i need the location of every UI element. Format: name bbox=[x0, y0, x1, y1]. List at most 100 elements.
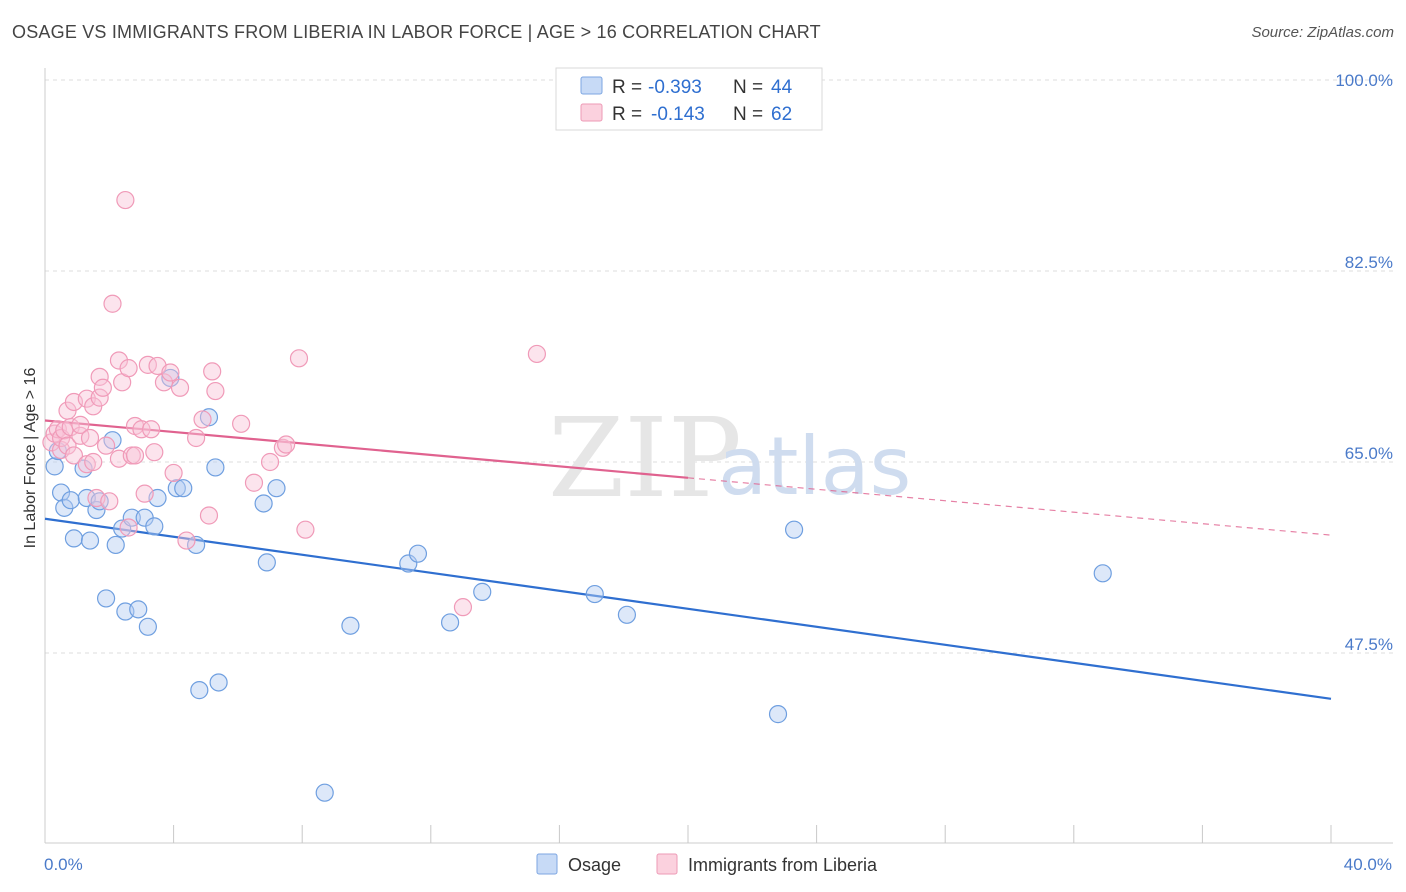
data-point-osage bbox=[51, 483, 71, 502]
data-point-osage bbox=[617, 605, 637, 624]
data-point-liberia bbox=[206, 381, 225, 401]
data-point-liberia bbox=[154, 373, 174, 392]
data-point-liberia bbox=[453, 598, 473, 617]
x-tick-label-min: 0.0% bbox=[44, 855, 83, 874]
data-point-liberia bbox=[199, 506, 219, 525]
legend-r-label-osage: R = bbox=[612, 77, 642, 98]
data-point-osage bbox=[190, 681, 209, 700]
trend-line-1 bbox=[44, 419, 689, 479]
watermark-zip: ZIP bbox=[548, 394, 742, 522]
data-point-osage bbox=[55, 498, 74, 517]
data-point-liberia bbox=[177, 531, 196, 550]
legend-n-value-liberia: 62 bbox=[771, 104, 792, 125]
data-point-osage bbox=[96, 589, 116, 608]
data-point-liberia bbox=[527, 344, 546, 364]
bottom-legend-label-osage: Osage bbox=[568, 855, 621, 875]
data-point-liberia bbox=[100, 492, 119, 511]
data-point-liberia bbox=[289, 349, 309, 368]
x-tick-label-max: 40.0% bbox=[1344, 855, 1392, 874]
y-tick-label: 100.0% bbox=[1335, 71, 1393, 90]
data-point-liberia bbox=[125, 446, 145, 465]
data-point-liberia bbox=[232, 414, 251, 433]
data-point-liberia bbox=[103, 294, 122, 313]
data-point-liberia bbox=[244, 473, 264, 492]
data-point-liberia bbox=[132, 420, 151, 439]
data-point-osage bbox=[64, 529, 84, 548]
data-point-liberia bbox=[71, 415, 90, 434]
data-point-liberia bbox=[170, 378, 190, 397]
watermark-atlas: atlas bbox=[718, 420, 911, 513]
trend-line-0 bbox=[44, 517, 1332, 700]
data-point-liberia bbox=[145, 443, 164, 462]
data-point-osage bbox=[80, 531, 100, 550]
legend-swatch-osage bbox=[580, 76, 603, 95]
data-point-liberia bbox=[203, 362, 222, 381]
data-point-osage bbox=[399, 554, 418, 573]
data-point-osage bbox=[440, 613, 460, 632]
data-point-liberia bbox=[90, 367, 109, 386]
data-point-liberia bbox=[273, 438, 293, 457]
data-point-osage bbox=[1093, 564, 1112, 583]
data-point-osage bbox=[408, 544, 428, 563]
data-point-liberia bbox=[260, 452, 280, 472]
legend-n-value-osage: 44 bbox=[771, 77, 793, 98]
data-point-osage bbox=[267, 479, 286, 498]
data-point-liberia bbox=[277, 435, 296, 454]
y-tick-label: 47.5% bbox=[1345, 635, 1393, 654]
chart-title: OSAGE VS IMMIGRANTS FROM LIBERIA IN LABO… bbox=[12, 22, 821, 42]
data-point-osage bbox=[61, 491, 80, 510]
data-point-osage bbox=[187, 535, 206, 555]
data-point-liberia bbox=[96, 436, 116, 455]
data-point-osage bbox=[138, 617, 157, 636]
legend-r-label-liberia: R = bbox=[612, 104, 642, 125]
bottom-legend-label-liberia: Immigrants from Liberia bbox=[688, 855, 878, 875]
data-points bbox=[42, 190, 1112, 802]
series-legend: Osage Immigrants from Liberia bbox=[536, 853, 878, 875]
data-point-liberia bbox=[187, 428, 206, 448]
data-point-osage bbox=[106, 535, 125, 555]
data-point-osage bbox=[254, 494, 273, 513]
data-point-osage bbox=[341, 616, 360, 635]
data-point-liberia bbox=[135, 484, 154, 503]
data-point-liberia bbox=[93, 378, 112, 397]
data-point-osage bbox=[167, 479, 186, 498]
data-point-liberia bbox=[296, 520, 315, 539]
data-point-osage bbox=[257, 553, 276, 572]
data-point-osage bbox=[209, 673, 228, 692]
data-point-liberia bbox=[109, 351, 129, 370]
y-tick-label: 65.0% bbox=[1345, 444, 1393, 463]
legend-n-label-liberia: N = bbox=[733, 104, 763, 125]
legend-r-value-osage: -0.393 bbox=[648, 77, 702, 98]
trend-line-extension-1 bbox=[687, 477, 1332, 536]
data-point-osage bbox=[585, 584, 604, 604]
data-point-osage bbox=[129, 600, 148, 619]
correlation-legend: R = -0.393 N = 44 R = -0.143 N = 62 bbox=[555, 67, 823, 131]
data-point-liberia bbox=[138, 355, 157, 374]
legend-n-label-osage: N = bbox=[733, 77, 763, 98]
y-tick-labels: 47.5% 65.0% 82.5% 100.0% bbox=[1335, 71, 1393, 654]
data-point-liberia bbox=[161, 363, 180, 382]
data-point-osage bbox=[784, 520, 804, 539]
data-point-liberia bbox=[116, 190, 135, 210]
legend-r-value-liberia: -0.143 bbox=[651, 104, 705, 125]
data-point-osage bbox=[122, 508, 141, 527]
data-point-liberia bbox=[119, 359, 138, 378]
y-axis-label: In Labor Force | Age > 16 bbox=[22, 368, 39, 549]
data-point-liberia bbox=[84, 452, 103, 472]
watermark: ZIP atlas bbox=[548, 394, 911, 522]
data-point-osage bbox=[90, 492, 109, 511]
data-point-liberia bbox=[119, 518, 138, 537]
data-point-osage bbox=[473, 582, 492, 601]
grid-lines bbox=[45, 79, 1393, 654]
data-point-liberia bbox=[58, 436, 77, 455]
data-point-osage bbox=[768, 705, 788, 724]
data-point-liberia bbox=[90, 388, 109, 407]
data-point-osage bbox=[206, 458, 225, 477]
y-tick-label: 82.5% bbox=[1345, 253, 1393, 272]
data-point-liberia bbox=[141, 420, 161, 439]
data-point-osage bbox=[174, 479, 193, 498]
data-point-osage bbox=[145, 517, 164, 536]
data-point-osage bbox=[45, 457, 64, 476]
axes bbox=[44, 68, 1393, 844]
